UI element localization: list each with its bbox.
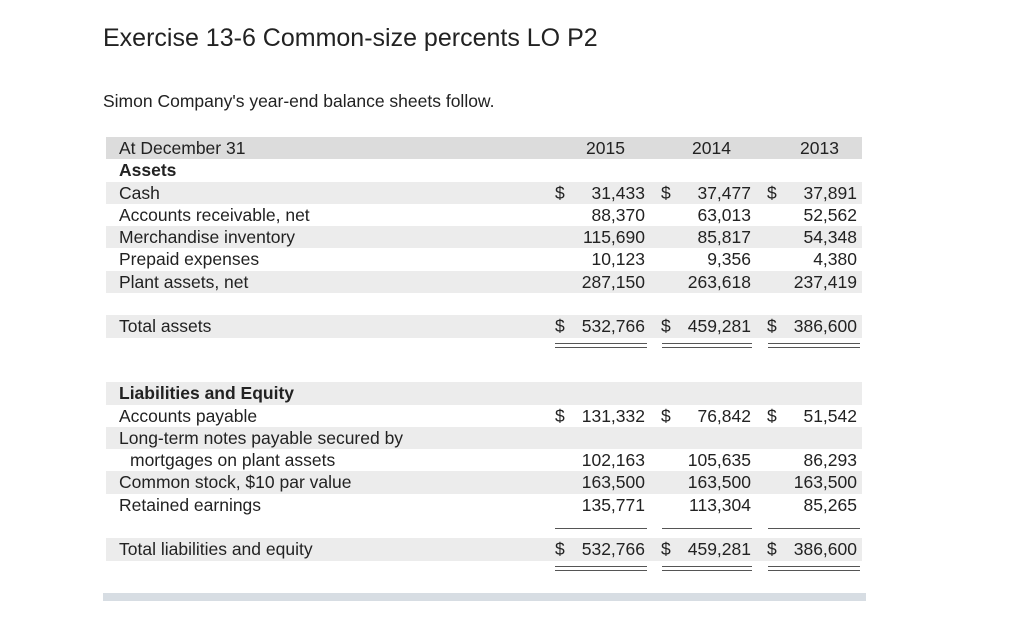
- double-underline: [662, 346, 752, 348]
- spacer-row: [106, 293, 862, 315]
- year-2013-header: 2013: [800, 138, 839, 158]
- value-cell-2015: 163,500: [581, 472, 645, 493]
- value-cell-2014: 63,013: [697, 204, 751, 225]
- value-cell-2015: 88,370: [591, 204, 645, 225]
- value-cell-2015: 135,771: [581, 494, 645, 515]
- assets-heading: Assets: [119, 160, 177, 181]
- row-label: Plant assets, net: [119, 271, 249, 292]
- year-2015-header: 2015: [586, 138, 625, 158]
- table-row: Plant assets, net 287,150 263,618 237,41…: [106, 270, 862, 294]
- table-row: Accounts payable $131,332 $76,842 $51,54…: [106, 405, 862, 427]
- bottom-divider-bar: [103, 593, 866, 601]
- row-label: Long-term notes payable secured by: [119, 427, 404, 448]
- table-row: Cash $31,433 $37,477 $37,891: [106, 181, 862, 204]
- value-cell-2013: 163,500: [793, 472, 857, 493]
- spacer-row: [106, 360, 862, 382]
- table-row: mortgages on plant assets 102,163 105,63…: [106, 449, 862, 471]
- table-header-row: At December 31 2015 2014 2013: [106, 137, 862, 160]
- double-underline-row: [106, 338, 862, 360]
- total-assets-row: Total assets $532,766 $459,281 $386,600: [106, 315, 862, 338]
- double-underline: [555, 565, 647, 567]
- value-cell-2014: 163,500: [687, 472, 751, 493]
- value-cell-2013: 85,265: [803, 494, 857, 515]
- value-cell-2015: 287,150: [581, 271, 645, 292]
- table-row: Accounts receivable, net 88,370 63,013 5…: [106, 204, 862, 226]
- table-row: Merchandise inventory 115,690 85,817 54,…: [106, 226, 862, 249]
- value-cell-2013: $386,600: [767, 539, 857, 560]
- value-cell-2013: $51,542: [767, 405, 857, 426]
- balance-sheet-table: At December 31 2015 2014 2013 Assets Cas…: [106, 137, 862, 583]
- value-cell-2015: $31,433: [555, 182, 645, 203]
- row-label: Accounts payable: [119, 405, 258, 426]
- liabilities-heading-row: Liabilities and Equity: [106, 382, 862, 405]
- single-underline: [768, 528, 860, 530]
- total-liabilities-row: Total liabilities and equity $532,766 $4…: [106, 538, 862, 561]
- value-cell-2015: 102,163: [581, 450, 645, 471]
- intro-text: Simon Company's year-end balance sheets …: [103, 91, 495, 111]
- table-row: Common stock, $10 par value 163,500 163,…: [106, 471, 862, 494]
- row-label: Common stock, $10 par value: [119, 472, 352, 493]
- assets-heading-row: Assets: [106, 159, 862, 181]
- row-label: Accounts receivable, net: [119, 204, 310, 225]
- value-cell-2014: 9,356: [707, 249, 751, 270]
- row-label: Total assets: [119, 316, 212, 337]
- value-cell-2014: $459,281: [661, 316, 751, 337]
- double-underline: [768, 346, 860, 348]
- value-cell-2014: 263,618: [687, 271, 751, 292]
- single-underline: [662, 528, 752, 530]
- value-cell-2015: $532,766: [555, 539, 645, 560]
- value-cell-2013: 86,293: [803, 450, 857, 471]
- row-label: Retained earnings: [119, 494, 262, 515]
- value-cell-2014: $37,477: [661, 182, 751, 203]
- table-row: Retained earnings 135,771 113,304 85,265: [106, 494, 862, 516]
- value-cell-2013: 4,380: [813, 249, 857, 270]
- value-cell-2014: 85,817: [697, 227, 751, 248]
- value-cell-2015: $532,766: [555, 316, 645, 337]
- value-cell-2015: 115,690: [583, 227, 645, 248]
- double-underline: [555, 569, 647, 571]
- double-underline: [662, 565, 752, 567]
- value-cell-2013: 52,562: [803, 204, 857, 225]
- double-underline: [768, 565, 860, 567]
- exercise-title: Exercise 13-6 Common-size percents LO P2: [103, 24, 598, 52]
- table-row: Long-term notes payable secured by: [106, 426, 862, 450]
- row-label: Cash: [119, 182, 160, 203]
- value-cell-2014: 105,635: [687, 450, 751, 471]
- single-underline: [555, 528, 647, 530]
- value-cell-2013: 54,348: [803, 227, 857, 248]
- value-cell-2013: 237,419: [793, 271, 857, 292]
- value-cell-2015: $131,332: [555, 405, 645, 426]
- double-underline: [768, 569, 860, 571]
- row-label: Merchandise inventory: [119, 227, 296, 248]
- double-underline: [555, 346, 647, 348]
- value-cell-2014: $459,281: [661, 539, 751, 560]
- double-underline-row: [106, 561, 862, 583]
- header-label: At December 31: [119, 138, 246, 158]
- row-label: mortgages on plant assets: [130, 450, 336, 471]
- value-cell-2015: 10,123: [591, 249, 645, 270]
- value-cell-2014: $76,842: [661, 405, 751, 426]
- row-label: Prepaid expenses: [119, 249, 260, 270]
- value-cell-2013: $37,891: [767, 182, 857, 203]
- year-2014-header: 2014: [692, 138, 731, 158]
- value-cell-2014: 113,304: [689, 494, 751, 515]
- double-underline: [555, 342, 647, 344]
- double-underline: [768, 342, 860, 344]
- value-cell-2013: $386,600: [767, 316, 857, 337]
- double-underline: [662, 569, 752, 571]
- liabilities-heading: Liabilities and Equity: [119, 383, 295, 404]
- double-underline: [662, 342, 752, 344]
- spacer-row: [106, 516, 862, 538]
- row-label: Total liabilities and equity: [119, 539, 313, 560]
- table-row: Prepaid expenses 10,123 9,356 4,380: [106, 248, 862, 270]
